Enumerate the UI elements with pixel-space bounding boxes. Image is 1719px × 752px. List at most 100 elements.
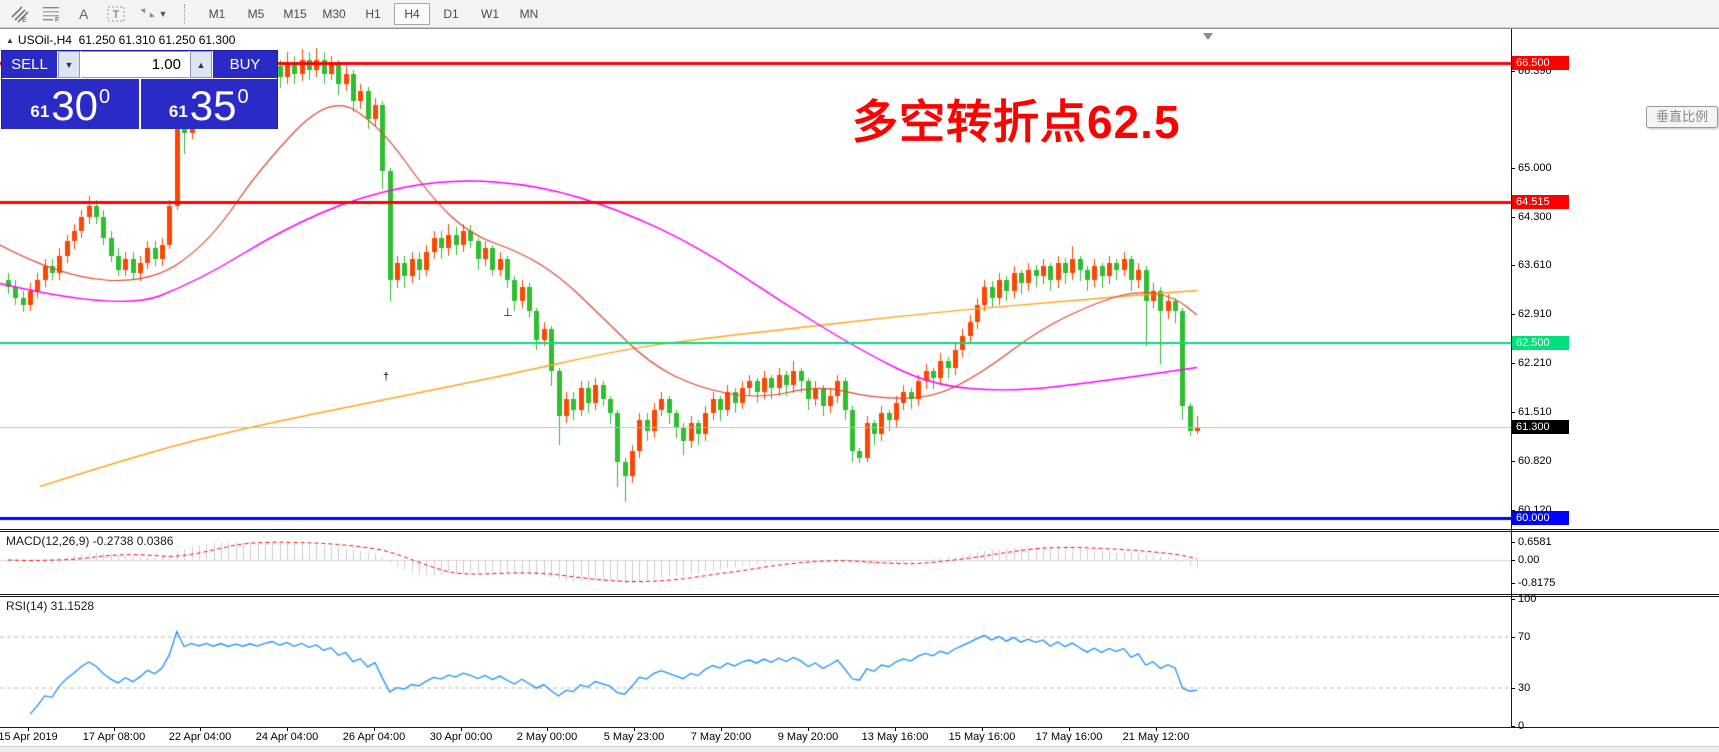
rsi-axis-tick xyxy=(1511,637,1515,638)
price-level-chip-64515: 64.515 xyxy=(1512,194,1569,209)
time-axis-label: 13 May 16:00 xyxy=(861,731,929,743)
buy-price-point: 0 xyxy=(237,86,249,108)
time-axis-label: 5 May 23:00 xyxy=(603,731,665,743)
buy-button[interactable]: BUY xyxy=(213,51,277,78)
time-axis-tick xyxy=(808,728,809,731)
macd-rsi-separator-2 xyxy=(0,596,1719,597)
volume-input[interactable]: 1.00 xyxy=(81,51,189,78)
time-axis-tick xyxy=(200,728,201,731)
rsi-axis-tick-label: 30 xyxy=(1518,682,1531,694)
time-axis-label: 22 Apr 04:00 xyxy=(168,731,232,743)
timeframe-button-m1[interactable]: M1 xyxy=(208,6,226,21)
toolbar: E F A T ▼ M1 M5 M15 M30 H1 H4 D1 W1 MN xyxy=(0,0,1719,28)
expand-arrow-icon[interactable]: ▲ xyxy=(6,36,14,45)
bottom-scroll-strip[interactable] xyxy=(0,746,1719,752)
time-axis-tick xyxy=(1156,728,1157,731)
text-label-icon[interactable]: A xyxy=(70,3,98,25)
price-axis-tick-label: 65.000 xyxy=(1518,162,1552,174)
chart-annotation-text: 多空转折点62.5 xyxy=(852,96,1181,148)
time-axis-label: 30 Apr 00:00 xyxy=(429,731,493,743)
chart-shift-marker[interactable] xyxy=(1203,33,1213,40)
price-axis-tick xyxy=(1511,412,1515,414)
chart-object-marker[interactable]: ⊥ xyxy=(503,307,513,319)
time-axis-label: 15 May 16:00 xyxy=(948,731,1016,743)
time-axis-tick xyxy=(374,728,375,731)
macd-rsi-separator[interactable] xyxy=(0,594,1719,595)
volume-decrease-button[interactable]: ▼ xyxy=(58,51,80,78)
buy-price-pips: 35 xyxy=(189,82,237,129)
macd-axis-tick-label: -0.8175 xyxy=(1518,576,1556,589)
timeframe-button-w1[interactable]: W1 xyxy=(481,6,499,21)
sell-price-display[interactable]: 61 30 0 xyxy=(2,79,139,129)
timeframe-button-mn[interactable]: MN xyxy=(519,6,539,21)
timeframe-button-m15[interactable]: M15 xyxy=(283,6,307,21)
volume-increase-button[interactable]: ▲ xyxy=(190,51,212,78)
rsi-axis-tick xyxy=(1511,726,1515,728)
price-axis-tick-label: 64.300 xyxy=(1518,211,1552,223)
price-axis-tick-label: 62.910 xyxy=(1518,308,1552,321)
main-macd-separator-2 xyxy=(0,531,1719,532)
macd-axis-tick-label: 0.00 xyxy=(1518,554,1540,566)
price-axis-line xyxy=(1511,29,1512,727)
sell-price-major: 61 xyxy=(30,102,50,121)
sell-price-point: 0 xyxy=(99,86,111,108)
svg-text:T: T xyxy=(113,9,120,21)
time-axis-label: 15 Apr 2019 xyxy=(0,731,58,743)
price-level-chip-61300: 61.300 xyxy=(1512,420,1569,434)
price-axis-tick xyxy=(1511,217,1515,218)
text-box-icon[interactable]: T xyxy=(102,3,130,25)
price-axis-tick-label: 60.820 xyxy=(1518,454,1552,467)
price-axis-tick xyxy=(1511,460,1515,462)
fibonacci-icon[interactable]: F xyxy=(38,3,66,25)
rsi-axis-tick xyxy=(1511,688,1515,689)
draw-channel-icon[interactable]: E xyxy=(6,3,34,25)
time-axis-tick xyxy=(114,728,115,731)
time-axis-tick xyxy=(461,728,462,731)
macd-panel-canvas[interactable] xyxy=(0,532,1511,594)
macd-axis-tick xyxy=(1511,541,1515,543)
vertical-scale-button[interactable]: 垂直比例 xyxy=(1646,106,1718,128)
time-axis-tick xyxy=(982,728,983,731)
dropdown-caret-icon: ▼ xyxy=(158,8,168,19)
price-axis-tick-label: 61.510 xyxy=(1518,406,1552,419)
time-axis-tick xyxy=(28,728,29,731)
svg-text:E: E xyxy=(22,17,27,23)
rsi-axis-tick-label: 100 xyxy=(1518,592,1537,605)
timeframe-button-h1[interactable]: H1 xyxy=(365,6,381,21)
price-level-chip-62500: 62.500 xyxy=(1512,336,1569,350)
price-axis-tick xyxy=(1511,168,1515,169)
chart-bottom-border xyxy=(0,727,1719,728)
symbol-header: ▲ USOil-,H4 61.250 61.310 61.250 61.300 xyxy=(6,33,235,47)
time-axis-label: 7 May 20:00 xyxy=(690,731,752,743)
price-axis-tick xyxy=(1511,314,1515,316)
timeframe-button-m5[interactable]: M5 xyxy=(247,6,265,21)
price-axis-tick xyxy=(1511,70,1515,72)
buy-price-display[interactable]: 61 35 0 xyxy=(140,79,277,129)
time-axis-tick xyxy=(895,728,896,731)
time-axis-tick xyxy=(547,728,548,731)
macd-axis-tick xyxy=(1511,582,1515,584)
macd-title: MACD(12,26,9) -0.2738 0.0386 xyxy=(6,534,174,548)
time-axis-label: 21 May 12:00 xyxy=(1122,731,1190,743)
rsi-panel-canvas[interactable] xyxy=(0,597,1511,727)
toolbar-separator xyxy=(184,3,189,24)
timeframe-button-h4[interactable]: H4 xyxy=(394,2,430,25)
arrow-tools-icon[interactable]: ▼ xyxy=(134,3,172,25)
time-axis-label: 26 Apr 04:00 xyxy=(342,731,406,743)
svg-text:A: A xyxy=(79,6,89,22)
timeframe-button-m30[interactable]: M30 xyxy=(322,6,346,21)
macd-axis-tick-label: 0.6581 xyxy=(1518,535,1552,548)
chart-top-border xyxy=(0,28,1719,29)
sell-button[interactable]: SELL xyxy=(2,51,57,78)
main-macd-separator[interactable] xyxy=(0,529,1719,530)
price-level-chip-60000: 60.000 xyxy=(1512,511,1569,525)
timeframe-button-group: M1 M5 M15 M30 H1 H4 D1 W1 MN xyxy=(199,2,550,25)
price-level-chip-66500: 66.500 xyxy=(1512,56,1569,70)
svg-text:F: F xyxy=(55,17,59,23)
time-axis-tick xyxy=(721,728,722,731)
timeframe-button-d1[interactable]: D1 xyxy=(443,6,459,21)
chart-object-marker[interactable]: † xyxy=(383,371,390,383)
rsi-axis-tick xyxy=(1511,598,1515,600)
symbol-quote-text: USOil-,H4 61.250 61.310 61.250 61.300 xyxy=(17,33,236,47)
